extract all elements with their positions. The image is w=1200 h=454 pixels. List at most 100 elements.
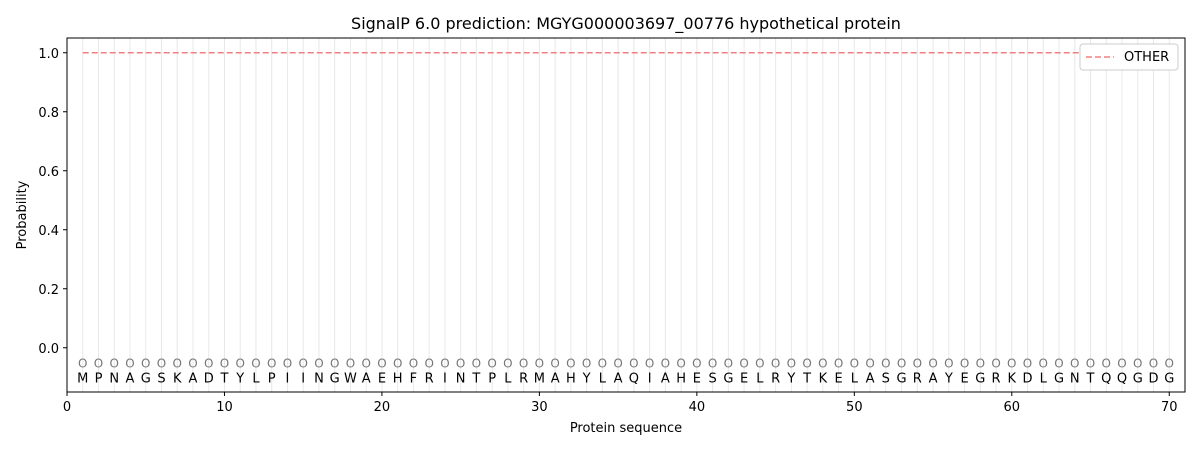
region-label: O <box>1086 357 1095 371</box>
y-tick-label: 0.6 <box>38 165 59 180</box>
residue-label: N <box>109 371 119 386</box>
region-label: O <box>1023 357 1032 371</box>
region-label: O <box>472 357 481 371</box>
legend-box <box>1079 43 1179 71</box>
residue-label: T <box>471 371 480 386</box>
region-label: O <box>487 357 496 371</box>
residue-label: A <box>551 371 560 386</box>
region-label: O <box>204 357 213 371</box>
residue-label: M <box>534 371 545 386</box>
region-label: O <box>913 357 922 371</box>
residue-label: E <box>740 371 748 386</box>
region-label: O <box>1007 357 1016 371</box>
region-label: O <box>1070 357 1079 371</box>
x-tick-label: 40 <box>689 400 706 415</box>
residue-label: G <box>975 371 985 386</box>
residue-label: L <box>252 371 260 386</box>
residue-label: S <box>157 371 165 386</box>
region-label: O <box>739 357 748 371</box>
region-label: O <box>456 357 465 371</box>
region-label: O <box>928 357 937 371</box>
residue-label: N <box>314 371 324 386</box>
residue-label: Q <box>1101 371 1111 386</box>
region-label: O <box>629 357 638 371</box>
region-label: O <box>535 357 544 371</box>
residue-label: R <box>992 371 1001 386</box>
region-label: O <box>1133 357 1142 371</box>
region-label: O <box>251 357 260 371</box>
residue-label: G <box>897 371 907 386</box>
region-label: O <box>818 357 827 371</box>
residue-label: T <box>802 371 811 386</box>
region-label: O <box>330 357 339 371</box>
residue-label: N <box>1070 371 1080 386</box>
residue-label: P <box>95 371 103 386</box>
y-axis-label: Probability <box>15 180 30 249</box>
residue-label: A <box>614 371 623 386</box>
region-label: O <box>125 357 134 371</box>
region-label: O <box>897 357 906 371</box>
region-label: O <box>409 357 418 371</box>
region-label: O <box>1117 357 1126 371</box>
region-label: O <box>881 357 890 371</box>
chart-title: SignalP 6.0 prediction: MGYG000003697_00… <box>351 14 901 34</box>
region-label: O <box>645 357 654 371</box>
residue-label: G <box>1054 371 1064 386</box>
region-label: O <box>1039 357 1048 371</box>
x-axis-label: Protein sequence <box>570 421 682 436</box>
region-label: O <box>141 357 150 371</box>
residue-label: G <box>330 371 340 386</box>
residue-label: A <box>189 371 198 386</box>
residue-label: Q <box>629 371 639 386</box>
residue-label: E <box>378 371 386 386</box>
x-tick-label: 70 <box>1161 400 1178 415</box>
residue-label: S <box>708 371 716 386</box>
region-label: O <box>692 357 701 371</box>
region-label: O <box>172 357 181 371</box>
region-label: O <box>960 357 969 371</box>
residue-label: A <box>661 371 670 386</box>
residue-label: H <box>566 371 576 386</box>
y-tick-label: 0.0 <box>38 342 59 357</box>
residue-label: G <box>141 371 151 386</box>
residue-label: I <box>648 371 652 386</box>
region-label: O <box>661 357 670 371</box>
region-label: O <box>188 357 197 371</box>
region-label: O <box>991 357 1000 371</box>
residue-label: H <box>676 371 686 386</box>
residue-label: Y <box>786 371 795 386</box>
x-tick-label: 0 <box>63 400 71 415</box>
residue-label: M <box>77 371 88 386</box>
residue-label: A <box>929 371 938 386</box>
residue-label: R <box>771 371 780 386</box>
region-label: O <box>850 357 859 371</box>
region-label: O <box>298 357 307 371</box>
residue-label: D <box>1023 371 1033 386</box>
region-label: O <box>724 357 733 371</box>
region-label: O <box>834 357 843 371</box>
region-label: O <box>582 357 591 371</box>
region-label: O <box>708 357 717 371</box>
region-label: O <box>440 357 449 371</box>
y-tick-label: 0.4 <box>38 224 59 239</box>
residue-label: K <box>819 371 828 386</box>
region-label: O <box>424 357 433 371</box>
legend: OTHER <box>1079 43 1179 71</box>
region-label: O <box>566 357 575 371</box>
residue-label: P <box>488 371 496 386</box>
region-label: O <box>944 357 953 371</box>
residue-label: I <box>443 371 447 386</box>
residue-label: L <box>599 371 607 386</box>
residue-label: A <box>126 371 135 386</box>
region-label: O <box>393 357 402 371</box>
residue-label: A <box>362 371 371 386</box>
residue-label: S <box>882 371 890 386</box>
region-label: O <box>865 357 874 371</box>
residue-label: D <box>1148 371 1158 386</box>
residue-label: R <box>913 371 922 386</box>
residue-label: L <box>756 371 764 386</box>
x-tick-label: 50 <box>846 400 863 415</box>
residue-label: R <box>425 371 434 386</box>
region-label: O <box>157 357 166 371</box>
region-label: O <box>503 357 512 371</box>
